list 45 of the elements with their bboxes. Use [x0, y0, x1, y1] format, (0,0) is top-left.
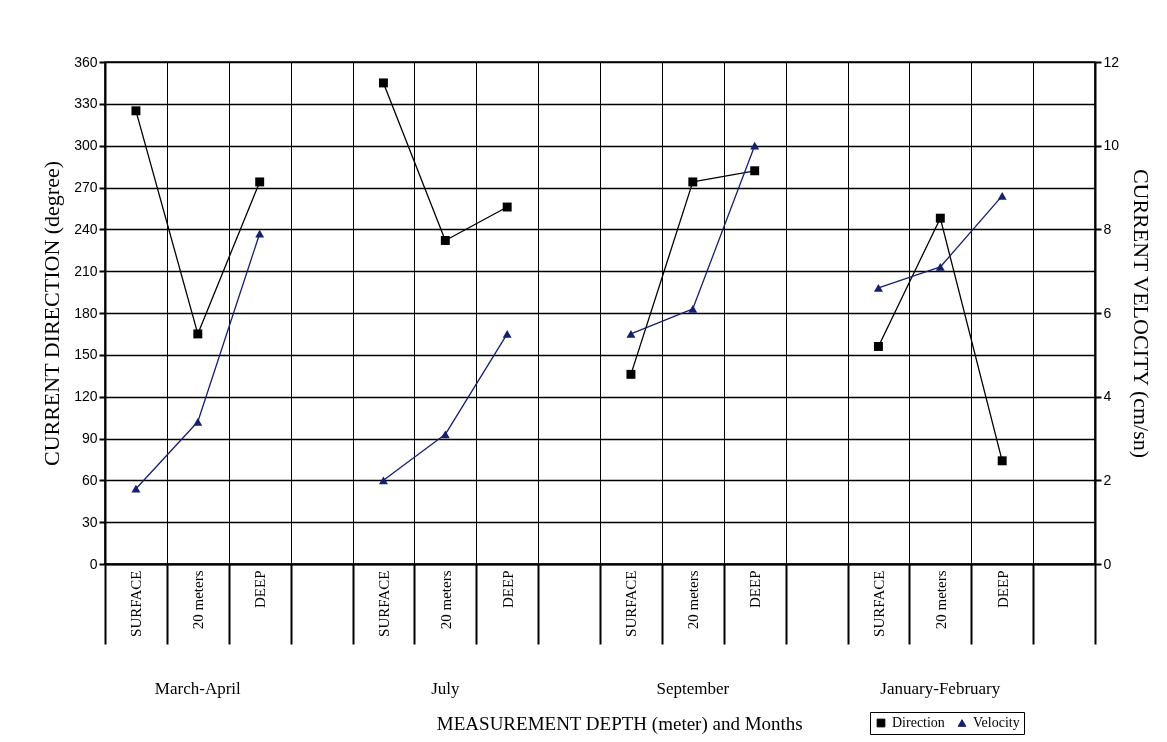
- text: March-April: [154, 679, 242, 698]
- legend-label: Direction: [892, 715, 945, 730]
- y2-tick-label: 10: [1103, 137, 1120, 154]
- y-tick-label: 300: [74, 137, 98, 154]
- x-tick-label: SURFACE: [375, 570, 392, 637]
- y-tick-label: 60: [81, 471, 98, 488]
- y2-axis-title: CURRENT VELOCITY (cm/sn): [1129, 168, 1155, 459]
- y2-tick-label: 0: [1103, 555, 1112, 572]
- x-tick-label: DEEP: [499, 570, 516, 608]
- y2-tick-label: 6: [1103, 304, 1112, 321]
- text: September: [656, 679, 730, 698]
- y2-tick-label: 12: [1103, 53, 1120, 70]
- y-tick-label: 90: [81, 430, 98, 446]
- y-tick-label: 360: [74, 53, 98, 70]
- x-tick-label: 20 meters: [190, 570, 207, 630]
- point: [131, 484, 141, 493]
- y-tick-label: 210: [74, 262, 98, 279]
- y-tick-label: 180: [74, 304, 98, 321]
- legend-label: Velocity: [973, 715, 1020, 730]
- point: [997, 456, 1007, 466]
- y-tick-label: 150: [74, 346, 98, 363]
- y-tick-label: 0: [89, 555, 98, 572]
- y-tick-label: 120: [74, 388, 98, 405]
- y2-tick-label: 4: [1103, 388, 1112, 405]
- y-axis-title: CURRENT DIRECTION (degree): [39, 160, 65, 467]
- x-tick-label: 20 meters: [932, 570, 949, 630]
- text: January-February: [880, 679, 1001, 698]
- y2-tick-label: 2: [1103, 471, 1112, 488]
- x-tick-label: SURFACE: [623, 570, 640, 637]
- y-tick-label: 240: [74, 220, 98, 237]
- x-tick-label: DEEP: [252, 570, 269, 608]
- point: [873, 341, 883, 351]
- x-tick-label: SURFACE: [870, 570, 887, 637]
- y-tick-label: 330: [74, 95, 98, 112]
- point: [193, 417, 203, 426]
- x-axis-title: MEASUREMENT DEPTH (meter) and Months: [436, 713, 803, 735]
- x-tick-label: DEEP: [994, 570, 1011, 608]
- x-tick-label: SURFACE: [128, 570, 145, 637]
- x-tick-label: 20 meters: [685, 570, 702, 630]
- x-tick-label: DEEP: [747, 570, 764, 608]
- x-tick-label: 20 meters: [437, 570, 454, 630]
- text: July: [431, 679, 460, 698]
- y2-tick-label: 8: [1103, 220, 1112, 237]
- y-tick-label: 30: [81, 513, 98, 530]
- y-tick-label: 270: [74, 179, 98, 195]
